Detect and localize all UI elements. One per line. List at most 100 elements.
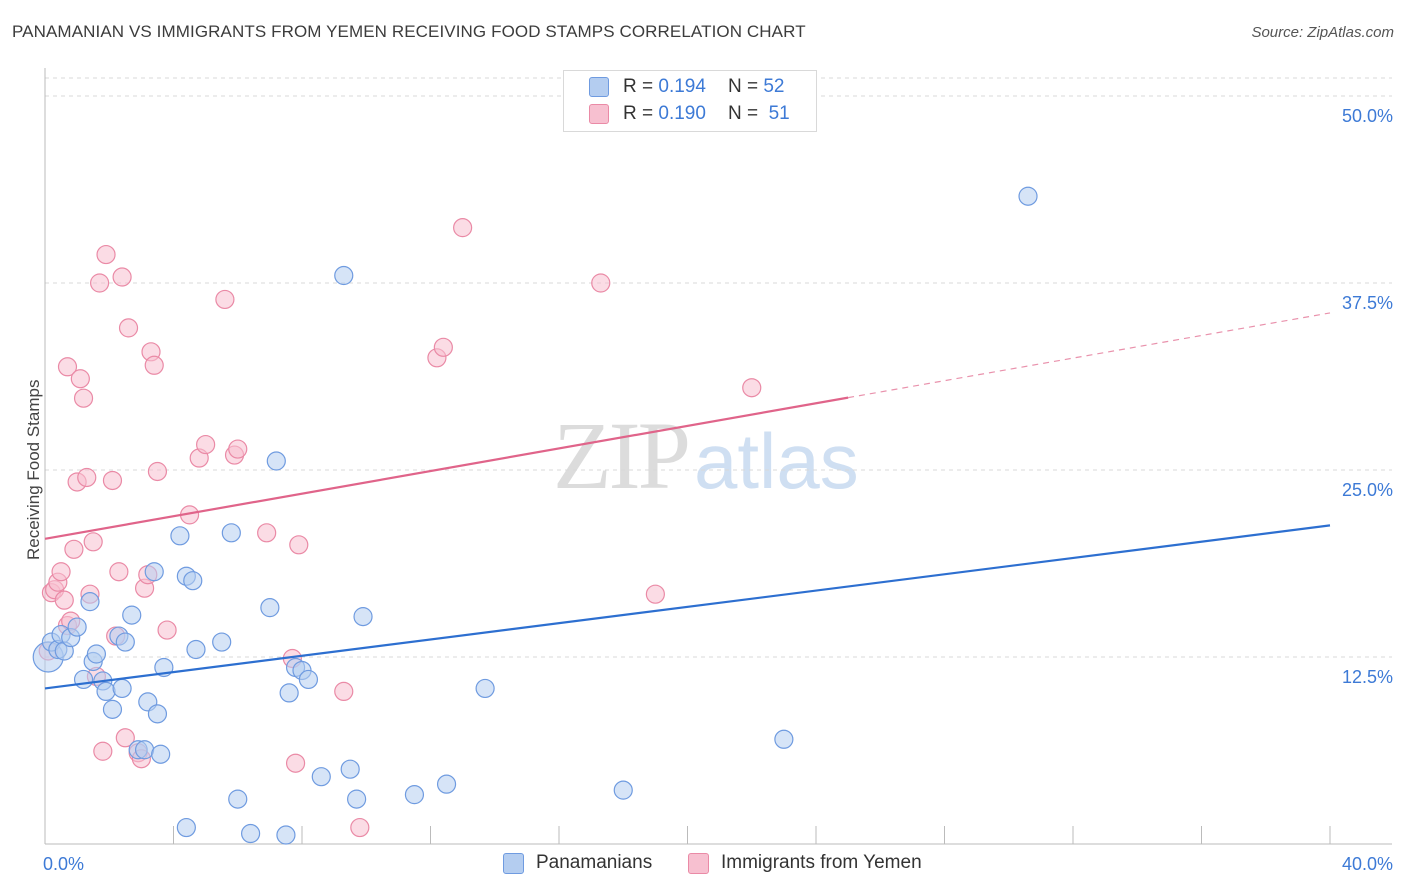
data-point — [96, 681, 116, 702]
data-point — [83, 532, 103, 552]
tick-labels: 12.5% 25.0% 37.5% 50.0% 0.0% 40.0% — [43, 106, 1393, 874]
data-point — [144, 562, 164, 582]
data-point — [212, 632, 232, 652]
y-axis-title: Receiving Food Stamps — [24, 379, 43, 560]
data-point — [157, 620, 177, 640]
legend-swatch-blue — [503, 852, 524, 874]
legend-n-label: N = — [727, 76, 759, 97]
legend-item-panamanians: Panamanians — [503, 852, 652, 874]
data-point — [257, 523, 277, 543]
legend-r-label: R = — [623, 76, 654, 97]
data-point — [613, 780, 633, 800]
series-immigrants-from-yemen-points — [38, 218, 762, 838]
data-point — [215, 289, 235, 310]
legend-row-yemen: R = 0.190 N = 51 — [589, 102, 790, 126]
data-point — [196, 434, 216, 455]
legend-row-panamanians: R = 0.194 N = 52 — [589, 75, 784, 99]
legend-swatch-pink — [688, 852, 709, 874]
chart-title: PANAMANIAN VS IMMIGRANTS FROM YEMEN RECE… — [12, 22, 806, 41]
data-point — [93, 741, 113, 761]
legend-swatch-pink — [589, 104, 609, 124]
data-point — [228, 439, 248, 459]
series-legend: Panamanians Immigrants from Yemen — [0, 852, 1406, 878]
data-point — [266, 451, 286, 471]
series-panamanians-points — [32, 186, 1038, 845]
y-tick-label: 37.5% — [1342, 293, 1393, 313]
data-point — [404, 785, 425, 805]
legend-n-label: N = — [727, 103, 759, 124]
data-point — [433, 337, 453, 357]
data-point — [1018, 186, 1038, 206]
data-point — [340, 759, 360, 779]
y-tick-label: 12.5% — [1342, 667, 1393, 687]
legend-n-value: 52 — [763, 76, 785, 97]
data-point — [70, 369, 90, 389]
data-point — [289, 535, 309, 555]
data-point — [77, 467, 97, 488]
data-point — [298, 669, 319, 690]
data-point — [260, 598, 280, 618]
legend-label: Panamanians — [536, 852, 653, 873]
data-point — [118, 318, 139, 338]
data-point — [276, 825, 296, 845]
data-point — [102, 699, 123, 719]
data-point — [109, 562, 129, 582]
regression-line-dashed — [848, 312, 1331, 399]
data-point — [51, 562, 71, 582]
data-point — [350, 817, 370, 838]
data-point — [475, 678, 495, 699]
data-point — [436, 774, 457, 794]
legend-swatch-blue — [589, 77, 609, 97]
data-point — [311, 767, 331, 787]
data-point — [112, 678, 132, 699]
data-point — [112, 267, 132, 287]
data-point — [742, 378, 762, 398]
data-point — [221, 523, 241, 543]
data-point — [334, 265, 354, 286]
data-point — [645, 584, 665, 604]
data-point — [115, 632, 135, 652]
data-point — [353, 607, 373, 627]
regression-line — [44, 524, 1331, 690]
data-point — [134, 740, 155, 760]
data-point — [186, 639, 206, 660]
data-point — [147, 704, 168, 724]
data-point — [96, 244, 116, 265]
data-point — [73, 669, 94, 690]
grid-lines — [45, 77, 1392, 658]
data-point — [57, 357, 78, 377]
data-point — [228, 789, 248, 809]
data-point — [334, 681, 354, 702]
data-point — [774, 729, 794, 749]
correlation-legend: R = 0.194 N = 52 R = 0.190 N = 51 — [563, 70, 817, 132]
legend-item-yemen: Immigrants from Yemen — [688, 852, 922, 874]
data-point — [73, 388, 94, 408]
data-point — [285, 753, 306, 773]
data-point — [147, 461, 168, 482]
x-tick-label-min: 0.0% — [43, 854, 84, 874]
data-point — [347, 789, 367, 809]
y-tick-label: 25.0% — [1342, 480, 1393, 500]
data-point — [183, 571, 203, 591]
watermark-atlas: atlas — [694, 417, 859, 505]
x-tick-label-max: 40.0% — [1342, 854, 1393, 874]
regression-lines — [44, 312, 1331, 690]
data-point — [144, 355, 164, 375]
data-point — [80, 592, 100, 612]
axes — [44, 68, 1392, 845]
data-point — [176, 817, 196, 838]
legend-r-value: 0.190 — [658, 103, 706, 124]
watermark-zip: ZIP — [553, 402, 691, 509]
data-point — [170, 526, 190, 546]
data-point — [102, 470, 123, 491]
data-point — [279, 683, 299, 703]
source-label: Source: ZipAtlas.com — [1251, 24, 1394, 41]
regression-line-solid — [44, 396, 849, 540]
data-point — [67, 617, 87, 637]
data-point — [54, 590, 74, 610]
data-point — [591, 273, 611, 293]
watermark: ZIPatlas — [553, 400, 859, 511]
legend-n-value: 51 — [768, 103, 790, 124]
data-point — [90, 273, 110, 293]
